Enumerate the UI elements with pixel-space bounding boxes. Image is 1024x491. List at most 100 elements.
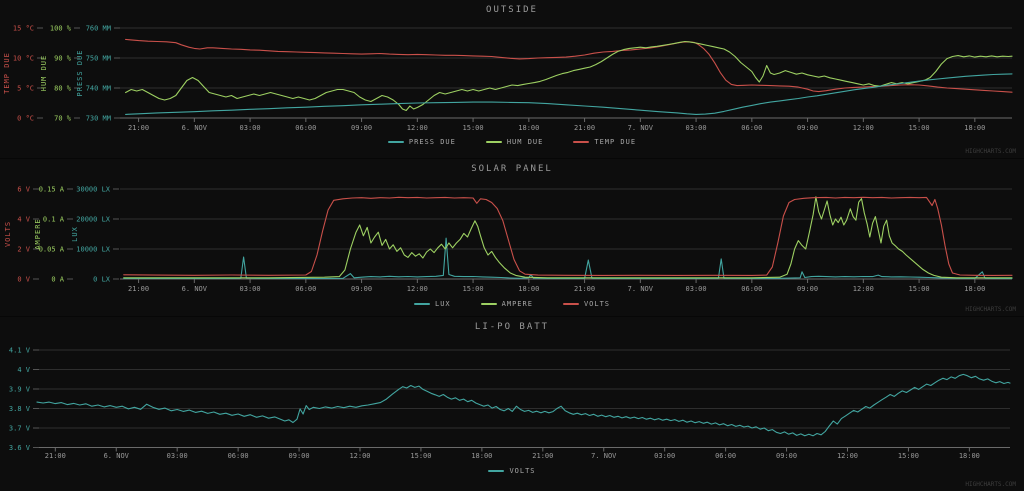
y-tick-label: 740 MM xyxy=(86,85,111,93)
x-tick-label: 03:00 xyxy=(167,452,188,460)
legend-item-volts[interactable]: VOLTS xyxy=(562,300,611,308)
y-tick-label: 760 MM xyxy=(86,25,111,33)
x-tick-label: 03:00 xyxy=(240,285,261,293)
x-tick-label: 21:00 xyxy=(128,124,149,132)
y-tick-label: 20000 LX xyxy=(76,216,111,224)
legend-label: LUX xyxy=(434,300,451,308)
x-tick-label: 21:00 xyxy=(574,285,595,293)
x-tick-label: 03:00 xyxy=(686,285,707,293)
y-tick-label: 70 % xyxy=(54,115,72,123)
legend-item-volts[interactable]: VOLTS xyxy=(488,467,535,475)
y-tick-label: 10000 LX xyxy=(76,246,111,254)
y-tick-label: 6 V xyxy=(17,186,30,194)
x-tick-label: 12:00 xyxy=(407,124,428,132)
x-tick-label: 18:00 xyxy=(964,124,985,132)
x-tick-label: 21:00 xyxy=(532,452,553,460)
x-tick-label: 09:00 xyxy=(797,285,818,293)
y-tick-label: 3.8 V xyxy=(9,405,31,413)
legend-dash-icon xyxy=(485,141,502,143)
x-tick-label: 06:00 xyxy=(228,452,249,460)
x-tick-label: 6. NOV xyxy=(182,124,208,132)
legend-item-lux[interactable]: LUX xyxy=(413,300,451,308)
x-tick-label: 18:00 xyxy=(964,285,985,293)
y-tick-label: 30000 LX xyxy=(76,186,111,194)
chart-title-solar: SOLAR PANEL xyxy=(471,164,553,174)
x-tick-label: 09:00 xyxy=(351,124,372,132)
chart-title-lipo: LI-PO BATT xyxy=(474,322,550,332)
x-tick-label: 15:00 xyxy=(909,285,930,293)
y-tick-label: 4 V xyxy=(17,366,30,374)
legend-item-press-due[interactable]: PRESS DUE xyxy=(387,138,456,146)
y-tick-label: 3.9 V xyxy=(9,386,31,394)
chart-panel-outside: OUTSIDE 15 °C 10 °C 5 °C 0 °C TEMP DUE 100 % 9… xyxy=(0,0,1024,158)
legend-item-hum-due[interactable]: HUM DUE xyxy=(485,138,544,146)
x-tick-label: 06:00 xyxy=(741,124,762,132)
y-tick-label: 80 % xyxy=(54,85,72,93)
x-tick-label: 09:00 xyxy=(776,452,797,460)
y-axis-title: AMPERE xyxy=(34,218,42,249)
chart-canvas-solar[interactable]: 6 V 4 V 2 V 0 V VOLTS 0.15 A 0.1 A 0.05 A 0 A AMP… xyxy=(0,159,1024,316)
series-press-due[interactable] xyxy=(125,73,1013,115)
x-tick-label: 03:00 xyxy=(686,124,707,132)
series-volts[interactable] xyxy=(123,196,1013,276)
legend-label: VOLTS xyxy=(583,300,611,308)
y-axis-title: LUX xyxy=(71,226,79,242)
x-tick-label: 12:00 xyxy=(853,124,874,132)
y-tick-label: 2 V xyxy=(17,246,30,254)
legend-label: TEMP DUE xyxy=(594,138,637,146)
x-tick-label: 15:00 xyxy=(909,124,930,132)
x-tick-label: 15:00 xyxy=(463,285,484,293)
legend-solar: LUX AMPERE VOLTS xyxy=(0,300,1024,308)
legend-label: HUM DUE xyxy=(506,138,544,146)
y-tick-label: 730 MM xyxy=(86,115,111,123)
y-axis-title: PRESS DUE xyxy=(76,50,84,97)
y-tick-label: 90 % xyxy=(54,55,72,63)
x-tick-label: 09:00 xyxy=(351,285,372,293)
series-ampere[interactable] xyxy=(123,196,1013,279)
x-tick-label: 12:00 xyxy=(349,452,370,460)
x-tick-label: 7. NOV xyxy=(628,285,654,293)
series-volts[interactable] xyxy=(36,373,1011,437)
legend-outside: PRESS DUE HUM DUE TEMP DUE xyxy=(0,138,1024,146)
legend-label: VOLTS xyxy=(509,467,536,475)
x-tick-label: 15:00 xyxy=(898,452,919,460)
legend-label: AMPERE xyxy=(501,300,533,308)
y-tick-label: 4.1 V xyxy=(9,347,31,355)
legend-dash-icon xyxy=(480,303,497,305)
x-tick-label: 21:00 xyxy=(45,452,66,460)
chart-panel-solar: SOLAR PANEL 6 V 4 V 2 V 0 V VOLTS 0.15 A 0.1 A… xyxy=(0,158,1024,316)
x-tick-label: 06:00 xyxy=(295,285,316,293)
legend-item-ampere[interactable]: AMPERE xyxy=(480,300,533,308)
chart-canvas-outside[interactable]: 15 °C 10 °C 5 °C 0 °C TEMP DUE 100 % 90 % 80 % 7… xyxy=(0,0,1024,158)
x-tick-label: 12:00 xyxy=(407,285,428,293)
x-tick-label: 06:00 xyxy=(741,285,762,293)
y-axis-title: HUM DUE xyxy=(40,55,48,92)
x-tick-label: 18:00 xyxy=(518,285,539,293)
x-tick-label: 6. NOV xyxy=(104,452,130,460)
x-tick-label: 15:00 xyxy=(463,124,484,132)
series-lux[interactable] xyxy=(123,237,1013,280)
x-tick-label: 03:00 xyxy=(654,452,675,460)
y-tick-label: 0 LX xyxy=(93,276,111,284)
legend-dash-icon xyxy=(562,303,579,305)
highcharts-watermark: HIGHCHARTS.COM xyxy=(965,306,1016,313)
x-tick-label: 18:00 xyxy=(959,452,980,460)
legend-item-temp-due[interactable]: TEMP DUE xyxy=(573,138,636,146)
x-tick-label: 15:00 xyxy=(410,452,431,460)
y-tick-label: 750 MM xyxy=(86,55,111,63)
x-tick-label: 12:00 xyxy=(837,452,858,460)
y-tick-label: 15 °C xyxy=(13,25,34,33)
y-tick-label: 3.7 V xyxy=(9,425,31,433)
x-tick-label: 06:00 xyxy=(295,124,316,132)
series-hum-due[interactable] xyxy=(125,40,1013,112)
y-axis-title: TEMP DUE xyxy=(3,52,11,94)
x-tick-label: 21:00 xyxy=(574,124,595,132)
x-tick-label: 09:00 xyxy=(797,124,818,132)
y-tick-label: 3.6 V xyxy=(9,444,31,452)
chart-canvas-lipo[interactable]: 4.1 V 4 V 3.9 V 3.8 V 3.7 V 3.6 V 21:00 6. NOV 0… xyxy=(0,317,1024,491)
series-temp-due[interactable] xyxy=(125,38,1013,93)
y-tick-label: 0.05 A xyxy=(39,246,65,254)
y-tick-label: 4 V xyxy=(17,216,30,224)
chart-title-outside: OUTSIDE xyxy=(486,5,538,15)
